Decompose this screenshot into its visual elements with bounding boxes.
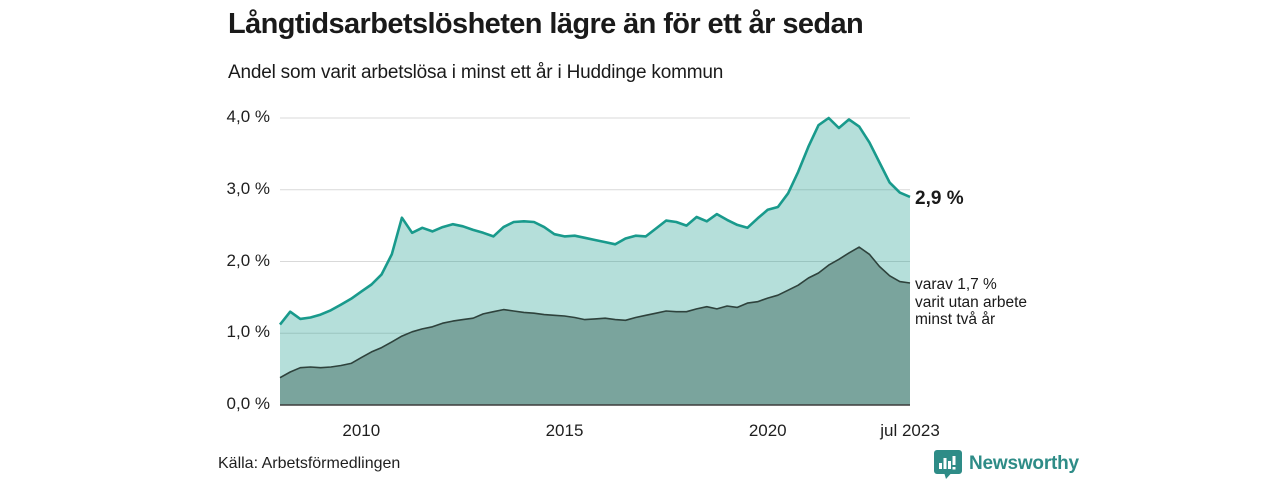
newsworthy-wordmark: Newsworthy [969, 453, 1079, 474]
x-tick-label: 2015 [545, 421, 584, 440]
chart-subtitle: Andel som varit arbetslösa i minst ett å… [228, 62, 724, 83]
y-tick-label: 0,0 % [226, 394, 270, 413]
newsworthy-bubble-chart-icon [934, 450, 962, 479]
two-year-note-line: minst två år [915, 311, 996, 328]
y-tick-label: 3,0 % [226, 178, 270, 198]
latest-value-label: 2,9 % [915, 188, 964, 209]
chart-title: Långtidsarbetslösheten lägre än för ett … [228, 8, 864, 40]
y-tick-label: 1,0 % [226, 322, 270, 342]
y-tick-label: 4,0 % [226, 107, 270, 126]
two-year-note: varav 1,7 % varit utan arbete minst två … [915, 276, 1027, 329]
area-chart [278, 116, 911, 406]
two-year-note-line: varit utan arbete [915, 293, 1028, 311]
x-tick-label: 2020 [748, 421, 787, 440]
y-tick-label: 2,0 % [226, 250, 270, 270]
source-note: Källa: Arbetsförmedlingen [218, 455, 401, 472]
x-tick-label: 2010 [342, 421, 381, 440]
x-tick-label: jul 2023 [880, 421, 940, 440]
newsworthy-logo: Newsworthy [933, 449, 1079, 479]
plot-area [278, 110, 911, 406]
two-year-note-line: varav 1,7 % [915, 276, 997, 293]
